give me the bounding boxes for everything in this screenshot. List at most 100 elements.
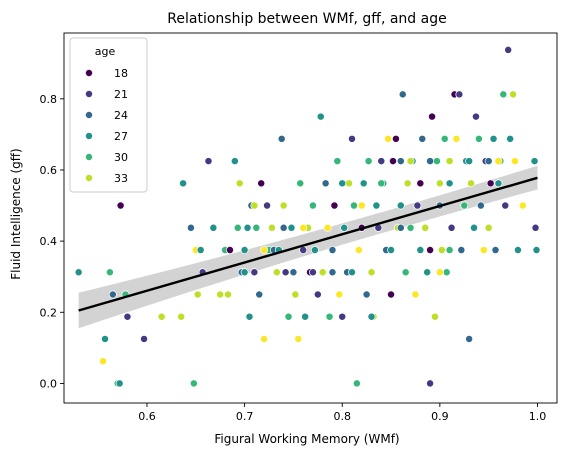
data-point (108, 290, 117, 299)
data-point (233, 223, 242, 232)
data-point (491, 246, 500, 254)
data-point (476, 201, 485, 210)
data-point (308, 201, 317, 210)
data-point (426, 246, 435, 254)
data-point (494, 157, 503, 166)
data-point (377, 157, 386, 166)
data-point (289, 268, 298, 277)
data-point (240, 268, 249, 277)
plot-area (74, 45, 541, 388)
data-point (105, 268, 114, 277)
data-point (157, 312, 166, 321)
data-point (384, 134, 393, 143)
data-point (186, 223, 195, 232)
data-point (486, 179, 495, 188)
data-point (421, 223, 430, 232)
data-point (338, 179, 347, 188)
x-axis-ticks: 0.6 0.7 0.8 0.9 1.0 (138, 403, 546, 423)
data-point (257, 179, 266, 188)
legend-entry-label: 33 (114, 172, 128, 185)
data-point (416, 179, 425, 188)
data-point (435, 179, 444, 188)
data-point (310, 246, 319, 254)
data-point (321, 179, 330, 188)
data-point (484, 157, 493, 166)
data-point (308, 268, 317, 277)
data-point (348, 268, 356, 277)
data-point (387, 290, 395, 299)
y-axis-ticks: 0.0 0.2 0.4 0.6 0.8 (40, 93, 64, 390)
data-point (328, 268, 337, 277)
data-point (367, 312, 376, 321)
data-point (504, 45, 513, 54)
data-point (426, 379, 435, 388)
data-point (299, 223, 308, 232)
legend-entry-label: 21 (114, 88, 128, 101)
data-point (323, 223, 332, 232)
data-point (224, 290, 232, 299)
data-point (484, 223, 493, 232)
data-point (518, 201, 527, 210)
data-point (413, 201, 422, 210)
data-point (437, 246, 446, 254)
data-point (432, 157, 441, 166)
data-point (140, 335, 149, 343)
data-point (196, 246, 205, 254)
data-point (489, 134, 498, 143)
data-point (470, 223, 478, 232)
data-point (123, 312, 132, 321)
x-tick-label: 0.9 (431, 410, 449, 423)
data-point (250, 268, 259, 277)
data-point (532, 246, 541, 254)
data-point (403, 179, 412, 188)
data-point (352, 379, 361, 388)
data-point (325, 312, 334, 321)
data-point (511, 157, 519, 166)
legend-marker (85, 153, 93, 161)
legend-marker (85, 111, 93, 119)
data-point (367, 268, 376, 277)
data-point (338, 312, 347, 321)
data-point (372, 201, 381, 210)
data-point (359, 179, 368, 188)
data-point (235, 179, 244, 188)
legend-marker (85, 132, 93, 140)
data-point (445, 246, 454, 254)
data-point (294, 335, 303, 343)
data-point (340, 223, 349, 232)
data-point (279, 201, 288, 210)
data-point (354, 246, 363, 254)
data-point (514, 246, 522, 254)
x-tick-label: 0.8 (333, 410, 351, 423)
data-point (442, 268, 451, 277)
regression-line (78, 176, 538, 312)
data-point (316, 112, 325, 121)
data-point (330, 201, 339, 210)
legend-title: age (95, 45, 116, 58)
data-point (506, 134, 515, 143)
data-point (396, 201, 405, 210)
data-point (193, 290, 202, 299)
data-point (440, 134, 449, 143)
x-axis-label: Figural Working Memory (WMf) (214, 432, 399, 446)
data-point (391, 134, 400, 143)
data-point (177, 312, 186, 321)
data-point (531, 223, 540, 232)
data-point (279, 223, 288, 232)
data-point (333, 157, 342, 166)
y-tick-label: 0.0 (40, 377, 58, 390)
data-point (428, 112, 436, 121)
points-layer (74, 45, 541, 388)
data-point (216, 290, 225, 299)
data-point (349, 201, 358, 210)
data-point (230, 157, 239, 166)
data-point (284, 312, 293, 321)
legend: age 18 21 24 27 30 33 (69, 37, 148, 193)
data-point (267, 223, 276, 232)
y-tick-label: 0.4 (40, 235, 58, 248)
plot-frame (63, 32, 558, 404)
data-point (416, 246, 425, 254)
data-point (455, 90, 464, 99)
data-point (460, 201, 469, 210)
